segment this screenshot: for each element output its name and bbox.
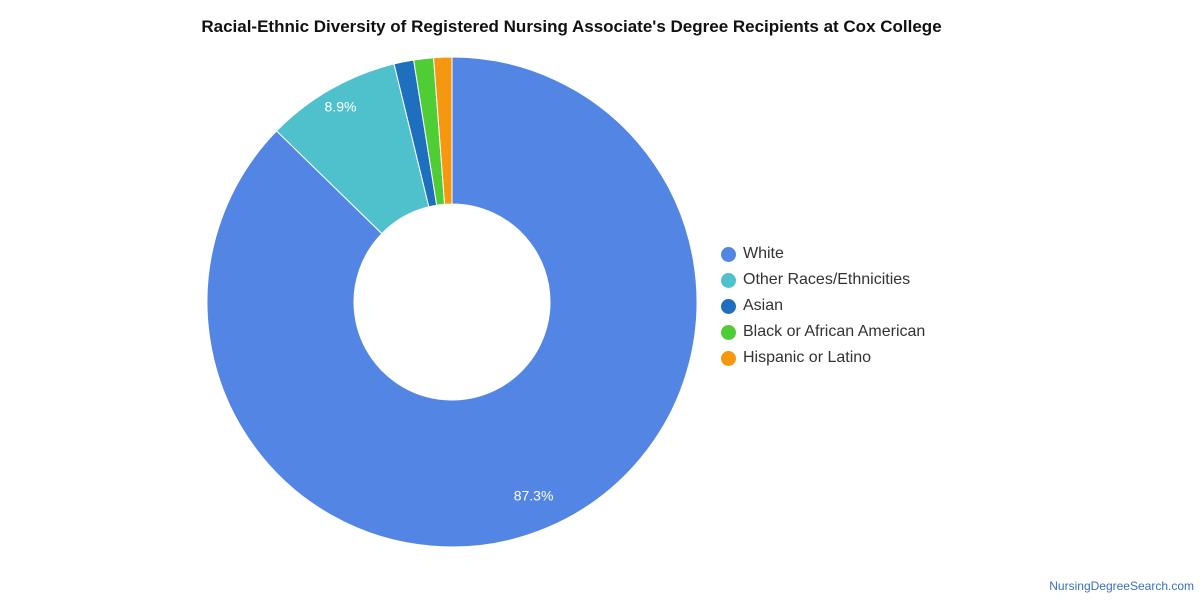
legend-label: Hispanic or Latino: [743, 349, 872, 366]
legend-label: Other Races/Ethnicities: [743, 271, 911, 288]
slice-value-label: 8.9%: [325, 99, 357, 115]
chart-legend: White Other Races/Ethnicities Asian Black o…: [721, 241, 925, 371]
chart-title: Racial-Ethnic Diversity of Registered Nu…: [201, 17, 942, 36]
legend-label: Black or African American: [743, 323, 926, 340]
legend-swatch: [721, 298, 736, 314]
slice-hispanic-or-latino[interactable]: [433, 56, 453, 205]
donut-slices: [206, 56, 698, 548]
slice-value-label: 87.3%: [514, 488, 554, 504]
slice-white[interactable]: [206, 56, 698, 548]
slice-labels: 87.3% 8.9%: [325, 99, 554, 504]
legend-item[interactable]: Black or African American: [721, 319, 925, 345]
legend-item[interactable]: Other Races/Ethnicities: [721, 267, 925, 293]
legend-label: White: [743, 245, 784, 262]
legend-swatch: [721, 324, 736, 340]
legend-item[interactable]: Hispanic or Latino: [721, 345, 925, 371]
legend-item[interactable]: White: [721, 241, 925, 267]
source-credit[interactable]: NursingDegreeSearch.com: [1049, 579, 1194, 593]
legend-swatch: [721, 246, 736, 262]
legend-label: Asian: [743, 297, 784, 314]
legend-swatch: [721, 350, 736, 366]
legend-item[interactable]: Asian: [721, 293, 925, 319]
legend-swatch: [721, 272, 736, 288]
